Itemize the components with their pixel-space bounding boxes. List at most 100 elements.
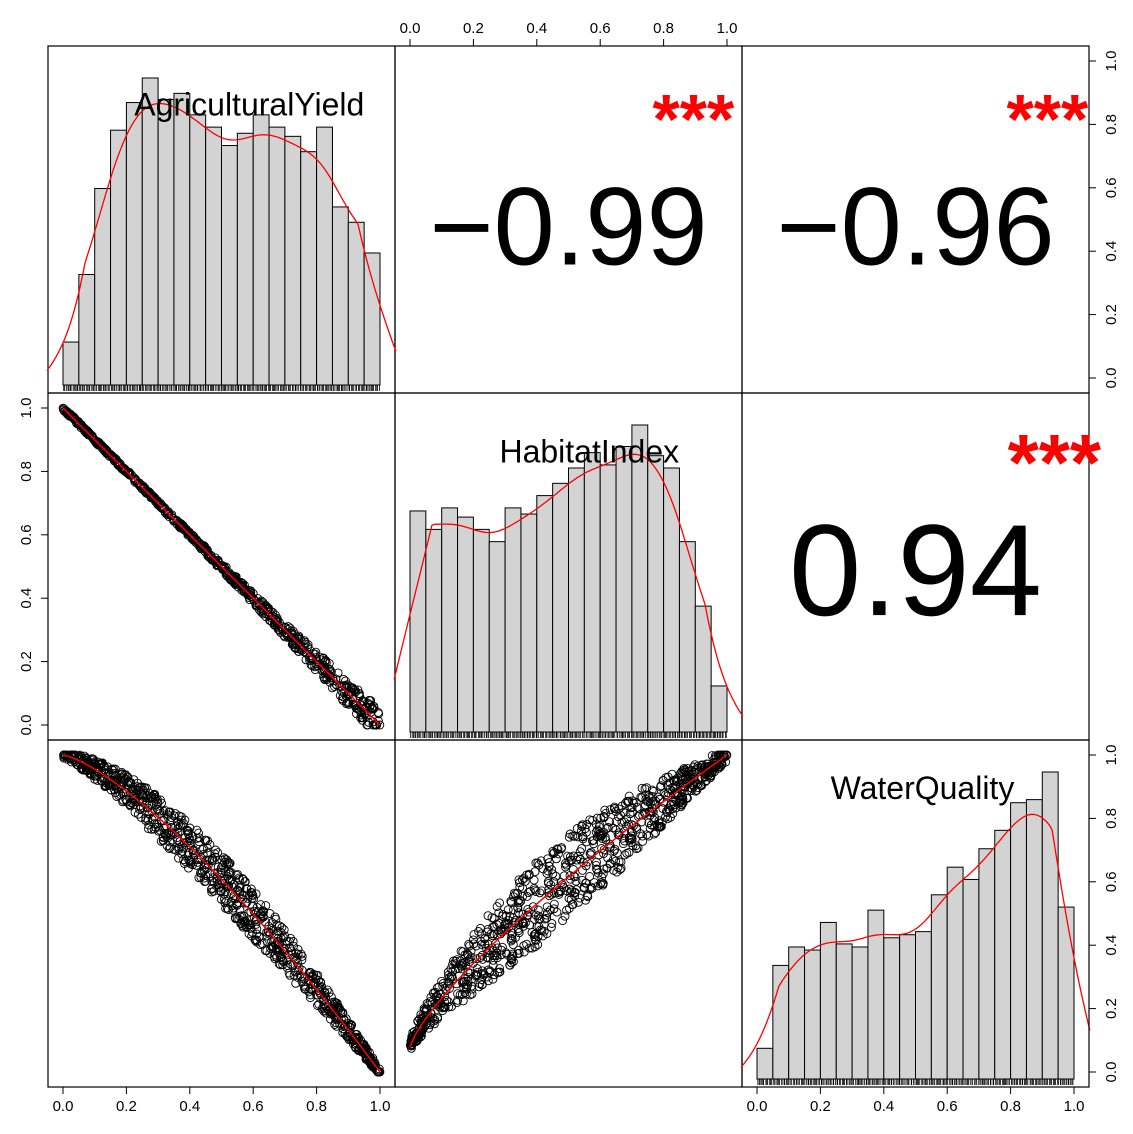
scatter-point	[432, 983, 442, 993]
scatter-point	[331, 674, 341, 684]
scatter-point	[646, 820, 656, 830]
scatter-point	[502, 920, 512, 930]
histogram-bar	[252, 114, 270, 386]
scatter-point	[310, 665, 320, 675]
scatter-point	[416, 1028, 426, 1038]
tick-label: 0.8	[1000, 1098, 1021, 1115]
scatter-point	[617, 817, 627, 827]
scatter-point	[443, 967, 453, 977]
scatter-point	[221, 887, 230, 896]
scatter-point	[700, 766, 710, 776]
scatter-point	[461, 979, 471, 989]
scatter-point	[165, 816, 175, 826]
scatter-point	[214, 558, 224, 568]
scatter-point	[238, 875, 248, 884]
scatter-point	[133, 809, 143, 819]
scatter-point	[646, 807, 656, 817]
scatter-point	[189, 533, 199, 543]
scatter-point	[164, 508, 174, 518]
scatter-point	[96, 759, 106, 769]
scatter-point	[73, 419, 83, 429]
tick-label: 0.2	[18, 651, 35, 672]
scatter-point	[155, 806, 165, 816]
scatter-point	[221, 896, 231, 906]
scatter-point	[309, 970, 319, 979]
tick-label: 0.6	[1103, 871, 1120, 892]
significance-stars: ***	[1006, 80, 1088, 158]
scatter-point	[147, 815, 157, 825]
histogram-bar	[157, 98, 175, 386]
scatter-point	[93, 439, 103, 449]
scatter-point	[642, 783, 652, 793]
scatter-point	[625, 809, 635, 819]
histogram-bar	[520, 513, 538, 733]
scatter-point	[524, 870, 534, 880]
scatter-point	[623, 797, 633, 807]
scatter-point	[677, 766, 687, 776]
scatter-point	[240, 898, 250, 908]
scatter-point	[530, 914, 540, 924]
scatter-point	[627, 820, 637, 830]
scatter-point	[626, 827, 636, 836]
scatter-point	[681, 767, 691, 777]
variable-name: WaterQuality	[831, 770, 1015, 806]
scatter-point	[422, 1004, 432, 1014]
scatter-point	[99, 761, 109, 771]
histogram-bar	[978, 848, 996, 1080]
scatter-point	[258, 906, 268, 916]
scatter-point	[220, 898, 230, 908]
tick-label: 0.8	[306, 1098, 327, 1115]
scatter-point	[572, 824, 582, 833]
scatter-point	[501, 919, 511, 928]
density-curve	[393, 453, 744, 717]
histogram-bar	[94, 188, 112, 386]
scatter-point	[356, 700, 366, 709]
scatter-point	[533, 905, 543, 915]
scatter-point	[493, 968, 503, 977]
scatter-point	[543, 866, 553, 876]
scatter-point	[223, 857, 233, 867]
scatter-point	[549, 904, 559, 914]
scatter-point	[529, 875, 539, 885]
histogram-bar	[504, 507, 522, 733]
histogram-bar	[631, 424, 649, 733]
scatter-point	[599, 849, 609, 859]
scatter-point	[122, 772, 132, 782]
scatter-point	[453, 995, 463, 1005]
scatter-point	[440, 997, 450, 1007]
scatter-point	[624, 833, 634, 843]
histogram-bar	[1041, 771, 1059, 1080]
scatter-point	[492, 902, 502, 912]
scatter-point	[638, 831, 648, 841]
scatter-point	[235, 911, 245, 921]
scatter-point	[524, 907, 534, 917]
histogram-bar	[930, 894, 948, 1080]
scatter-point	[571, 876, 581, 886]
scatter-point	[208, 855, 218, 865]
scatter-point	[662, 808, 672, 817]
scatter-point	[137, 797, 147, 807]
scatter-point	[409, 1033, 419, 1043]
scatter-point	[445, 972, 455, 982]
scatter-point	[143, 803, 153, 813]
scatter-point	[344, 1018, 354, 1028]
scatter-point	[230, 913, 240, 923]
histogram-bar	[1010, 802, 1027, 1080]
scatter-point	[351, 1032, 361, 1042]
trend-line	[409, 754, 728, 1047]
scatter-point	[480, 939, 490, 949]
scatter-point	[205, 855, 215, 865]
scatter-point	[467, 984, 477, 994]
scatter-point	[181, 525, 191, 535]
scatter-point	[240, 917, 250, 927]
scatter-point	[719, 752, 729, 762]
correlation-layer: −0.99***−0.96***0.94***	[429, 80, 1102, 643]
scatter-point	[573, 832, 583, 842]
scatter-point	[373, 1066, 382, 1076]
tick-label: 0.4	[526, 20, 547, 37]
scatter-point	[616, 857, 626, 867]
scatter-point	[76, 421, 86, 431]
scatter-point	[364, 695, 374, 705]
scatter-point	[466, 946, 476, 956]
variable-name-layer: AgriculturalYield HabitatIndex WaterQualit…	[134, 86, 1014, 806]
